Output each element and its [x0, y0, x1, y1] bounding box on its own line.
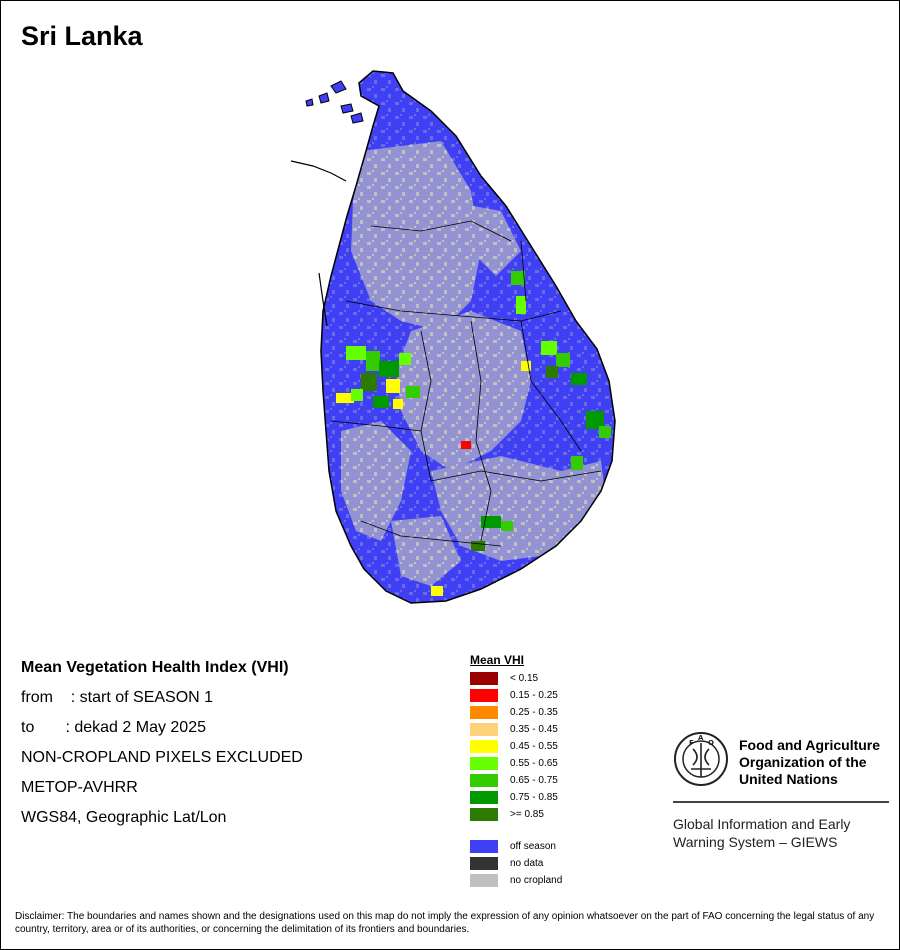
vhi-clusters [336, 71, 611, 596]
legend-class-label: 0.35 - 0.45 [510, 724, 558, 735]
legend-special-swatch [470, 840, 498, 853]
legend: Mean VHI < 0.15 0.15 - 0.25 0.25 - 0.35 0.3… [470, 653, 660, 889]
legend-class-swatch [470, 706, 498, 719]
district-boundaries [330, 220, 602, 547]
legend-title: Mean VHI [470, 653, 525, 667]
sri-lanka-map [290, 70, 616, 604]
legend-special-swatch [470, 874, 498, 887]
legend-class-item: < 0.15 [470, 670, 660, 687]
legend-class-item: >= 0.85 [470, 806, 660, 823]
legend-class-item: 0.25 - 0.35 [470, 704, 660, 721]
legend-special-label: no data [510, 858, 544, 869]
legend-class-swatch [470, 791, 498, 804]
info-from: from : start of SEASON 1 [21, 689, 214, 706]
legend-class-item: 0.55 - 0.65 [470, 755, 660, 772]
legend-class-swatch [470, 740, 498, 753]
legend-class-label: 0.45 - 0.55 [510, 741, 558, 752]
legend-special: off season no data no cropland [470, 838, 660, 889]
legend-class-label: < 0.15 [510, 673, 539, 684]
legend-class-item: 0.45 - 0.55 [470, 738, 660, 755]
legend-class-swatch [470, 689, 498, 702]
legend-class-item: 0.75 - 0.85 [470, 789, 660, 806]
legend-class-label: 0.25 - 0.35 [510, 707, 558, 718]
legend-special-swatch [470, 857, 498, 870]
legend-special-label: no cropland [510, 875, 563, 886]
fao-divider [673, 801, 889, 803]
map-title: Sri Lanka [21, 21, 143, 51]
info-exclusion: NON-CROPLAND PIXELS EXCLUDED [21, 749, 303, 766]
legend-class-item: 0.35 - 0.45 [470, 721, 660, 738]
svg-text:O: O [708, 739, 714, 747]
map-info: Mean Vegetation Health Index (VHI) from … [21, 657, 441, 837]
legend-special-item: no cropland [470, 872, 660, 889]
legend-classes: < 0.15 0.15 - 0.25 0.25 - 0.35 0.35 - 0.45 0… [470, 670, 660, 823]
info-to: to : dekad 2 May 2025 [21, 719, 206, 736]
svg-text:A: A [698, 734, 704, 742]
legend-class-swatch [470, 757, 498, 770]
legend-class-label: 0.75 - 0.85 [510, 792, 558, 803]
legend-class-swatch [470, 672, 498, 685]
legend-special-label: off season [510, 841, 556, 852]
info-sensor: METOP-AVHRR [21, 779, 138, 796]
svg-text:F: F [689, 739, 694, 747]
island-outline [320, 70, 616, 604]
northern-islands [305, 80, 364, 124]
legend-class-item: 0.15 - 0.25 [470, 687, 660, 704]
legend-class-label: 0.15 - 0.25 [510, 690, 558, 701]
map-raster [321, 71, 615, 603]
legend-class-label: >= 0.85 [510, 809, 544, 820]
giews-name: Global Information and Early Warning Sys… [673, 816, 851, 850]
coastal-features [290, 160, 347, 327]
fao-name: Food and Agriculture Organization of the… [739, 737, 881, 787]
legend-class-label: 0.65 - 0.75 [510, 775, 558, 786]
legend-class-swatch [470, 723, 498, 736]
legend-class-item: 0.65 - 0.75 [470, 772, 660, 789]
legend-class-label: 0.55 - 0.65 [510, 758, 558, 769]
disclaimer: Disclaimer: The boundaries and names sho… [15, 911, 875, 935]
info-projection: WGS84, Geographic Lat/Lon [21, 809, 227, 826]
fao-logo-icon: F A O [674, 732, 728, 786]
legend-special-item: no data [470, 855, 660, 872]
info-heading: Mean Vegetation Health Index (VHI) [21, 659, 289, 676]
legend-class-swatch [470, 808, 498, 821]
legend-special-item: off season [470, 838, 660, 855]
legend-class-swatch [470, 774, 498, 787]
